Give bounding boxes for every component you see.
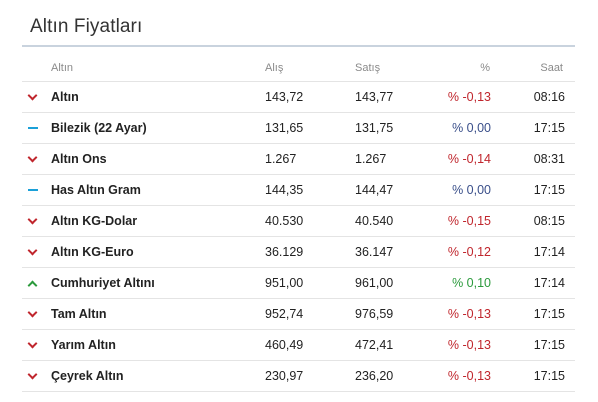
- row-name[interactable]: Tam Altın: [51, 307, 107, 321]
- row-name[interactable]: Altın: [51, 90, 79, 104]
- row-buy-price: 144,35: [265, 183, 304, 197]
- table-body: Altın 143,72 143,77 % -0,13 08:16 Bilezik (22…: [22, 82, 575, 392]
- title-divider: [22, 45, 575, 47]
- row-time: 17:15: [533, 369, 565, 383]
- row-time: 17:15: [533, 121, 565, 135]
- row-time: 08:15: [533, 214, 565, 228]
- row-name[interactable]: Yarım Altın: [51, 338, 116, 352]
- row-change-percent: % 0,00: [452, 183, 491, 197]
- row-buy-price: 230,97: [265, 369, 304, 383]
- trend-flat-icon: [28, 127, 38, 129]
- trend-down-icon: [27, 307, 38, 318]
- gold-prices-table: Altın Alış Satış % Saat Altın 143,72 143,7…: [22, 56, 575, 392]
- row-buy-price: 143,72: [265, 90, 304, 104]
- row-name[interactable]: Çeyrek Altın: [51, 369, 124, 383]
- row-buy-price: 1.267: [265, 152, 297, 166]
- row-sell-price: 143,77: [355, 90, 394, 104]
- row-sell-price: 36.147: [355, 245, 394, 259]
- trend-down-icon: [27, 338, 38, 349]
- row-name[interactable]: Cumhuriyet Altını: [51, 276, 155, 290]
- row-sell-price: 144,47: [355, 183, 394, 197]
- row-name[interactable]: Altın KG-Euro: [51, 245, 134, 259]
- row-sell-price: 40.540: [355, 214, 394, 228]
- column-header-buy[interactable]: Alış: [265, 62, 284, 74]
- row-buy-price: 36.129: [265, 245, 304, 259]
- row-name[interactable]: Altın KG-Dolar: [51, 214, 138, 228]
- panel-title: Altın Fiyatları: [30, 16, 143, 37]
- trend-down-icon: [27, 152, 38, 163]
- row-change-percent: % -0,13: [447, 307, 491, 321]
- row-change-percent: % -0,13: [447, 369, 491, 383]
- row-change-percent: % -0,12: [447, 245, 491, 259]
- row-time: 17:15: [533, 183, 565, 197]
- row-buy-price: 460,49: [265, 338, 304, 352]
- table-row[interactable]: Has Altın Gram 144,35 144,47 % 0,00 17:15: [22, 175, 575, 206]
- row-time: 08:31: [533, 152, 565, 166]
- row-change-percent: % -0,13: [447, 90, 491, 104]
- row-change-percent: % 0,00: [452, 121, 491, 135]
- table-row[interactable]: Bilezik (22 Ayar) 131,65 131,75 % 0,00 17:15: [22, 113, 575, 144]
- table-row[interactable]: Tam Altın 952,74 976,59 % -0,13 17:15: [22, 299, 575, 330]
- column-header-sell[interactable]: Satış: [355, 62, 381, 74]
- column-header-time[interactable]: Saat: [540, 62, 563, 74]
- row-sell-price: 1.267: [355, 152, 387, 166]
- row-sell-price: 472,41: [355, 338, 394, 352]
- row-sell-price: 131,75: [355, 121, 394, 135]
- row-name[interactable]: Bilezik (22 Ayar): [51, 121, 147, 135]
- row-sell-price: 961,00: [355, 276, 394, 290]
- table-row[interactable]: Altın KG-Dolar 40.530 40.540 % -0,15 08:15: [22, 206, 575, 237]
- row-change-percent: % -0,15: [447, 214, 491, 228]
- row-time: 17:15: [533, 338, 565, 352]
- row-buy-price: 131,65: [265, 121, 304, 135]
- row-sell-price: 236,20: [355, 369, 394, 383]
- row-sell-price: 976,59: [355, 307, 394, 321]
- row-change-percent: % -0,13: [447, 338, 491, 352]
- trend-up-icon: [27, 280, 38, 291]
- column-header-percent[interactable]: %: [480, 62, 490, 74]
- row-buy-price: 952,74: [265, 307, 304, 321]
- trend-flat-icon: [28, 189, 38, 191]
- table-row[interactable]: Altın 143,72 143,77 % -0,13 08:16: [22, 82, 575, 113]
- trend-down-icon: [27, 214, 38, 225]
- row-time: 17:15: [533, 307, 565, 321]
- row-time: 08:16: [533, 90, 565, 104]
- row-change-percent: % 0,10: [452, 276, 491, 290]
- table-row[interactable]: Çeyrek Altın 230,97 236,20 % -0,13 17:15: [22, 361, 575, 392]
- row-buy-price: 40.530: [265, 214, 304, 228]
- row-change-percent: % -0,14: [447, 152, 491, 166]
- trend-down-icon: [27, 369, 38, 380]
- row-name[interactable]: Has Altın Gram: [51, 183, 141, 197]
- table-row[interactable]: Cumhuriyet Altını 951,00 961,00 % 0,10 17:14: [22, 268, 575, 299]
- row-time: 17:14: [533, 245, 565, 259]
- table-header: Altın Alış Satış % Saat: [22, 56, 575, 82]
- table-row[interactable]: Altın KG-Euro 36.129 36.147 % -0,12 17:14: [22, 237, 575, 268]
- row-time: 17:14: [533, 276, 565, 290]
- row-buy-price: 951,00: [265, 276, 304, 290]
- table-row[interactable]: Yarım Altın 460,49 472,41 % -0,13 17:15: [22, 330, 575, 361]
- table-row[interactable]: Altın Ons 1.267 1.267 % -0,14 08:31: [22, 144, 575, 175]
- trend-down-icon: [27, 245, 38, 256]
- column-header-name[interactable]: Altın: [51, 62, 74, 74]
- row-name[interactable]: Altın Ons: [51, 152, 107, 166]
- trend-down-icon: [27, 90, 38, 101]
